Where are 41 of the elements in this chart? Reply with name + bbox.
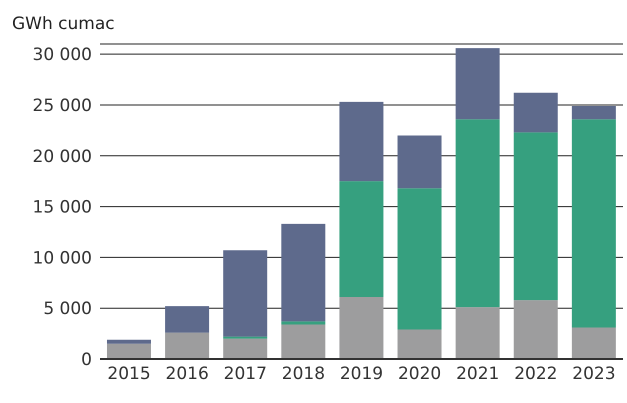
y-tick-label: 5 000 — [43, 299, 92, 320]
bar — [106, 340, 151, 344]
bar — [456, 307, 500, 359]
bar — [514, 92, 558, 132]
bar — [281, 324, 326, 359]
bar — [456, 48, 500, 120]
x-tick-label: 2023 — [572, 364, 616, 384]
bar — [281, 224, 326, 322]
y-tick-label: 15 000 — [32, 198, 92, 218]
bar — [339, 102, 384, 182]
y-tick-label: 10 000 — [32, 248, 92, 268]
x-tick-label: 2020 — [398, 364, 442, 384]
bar — [223, 250, 268, 337]
bar — [398, 330, 442, 359]
y-tick-label: 30 000 — [32, 45, 92, 66]
x-tick-label: 2015 — [107, 364, 151, 384]
bar — [572, 119, 616, 328]
x-tick-label: 2022 — [514, 364, 558, 384]
x-tick-label: 2021 — [456, 364, 500, 384]
bar — [398, 188, 442, 330]
y-axis-title: GWh cumac — [12, 14, 115, 34]
bar — [281, 321, 326, 324]
bar — [572, 328, 616, 359]
bar — [398, 135, 442, 188]
bar — [165, 306, 210, 333]
bar — [456, 119, 500, 308]
bar — [165, 332, 210, 359]
y-tick-label: 25 000 — [32, 96, 92, 116]
x-tick-label: 2017 — [224, 364, 267, 384]
x-tick-label: 2018 — [282, 364, 326, 384]
bar — [339, 181, 384, 298]
y-tick-label: 20 000 — [32, 146, 92, 167]
bar — [223, 338, 268, 359]
x-tick-label: 2019 — [340, 364, 384, 384]
bar — [514, 300, 558, 359]
x-tick-label: 2016 — [166, 364, 209, 384]
bar — [572, 106, 616, 120]
bar — [339, 297, 384, 359]
bar — [106, 344, 151, 359]
bar — [514, 132, 558, 300]
y-tick-label: 0 — [81, 350, 92, 370]
